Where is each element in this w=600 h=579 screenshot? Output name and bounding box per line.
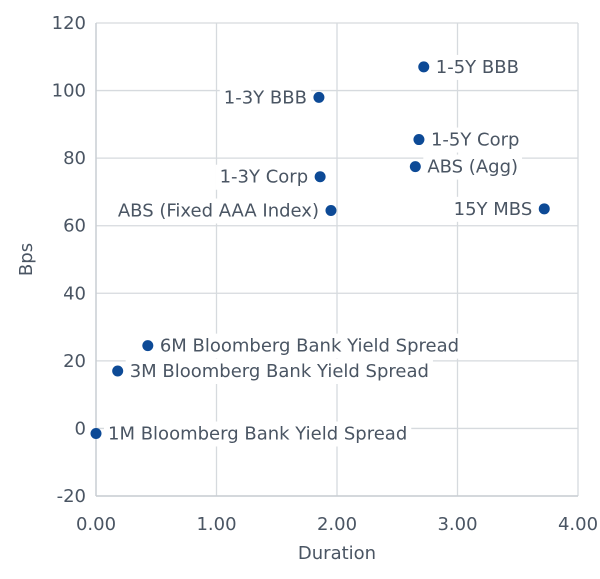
y-tick-label: -20: [57, 486, 86, 507]
y-tick-label: 20: [63, 351, 86, 372]
x-tick-label: 0.00: [76, 514, 116, 535]
x-tick-label: 4.00: [558, 514, 598, 535]
axes: [95, 23, 578, 497]
data-point: [409, 161, 421, 173]
data-point: [313, 91, 325, 103]
data-point: [112, 365, 124, 377]
x-tick-label: 3.00: [437, 514, 477, 535]
point-label-bg: [219, 85, 311, 111]
point-label: ABS (Fixed AAA Index): [118, 201, 319, 222]
y-axis-title: Bps: [16, 243, 37, 276]
point-label: 15Y MBS: [454, 199, 533, 220]
y-tick-labels: -20 0 20 40 60 80 100 120: [52, 13, 86, 507]
point-label-bg: [125, 358, 433, 384]
data-point: [538, 203, 550, 215]
point-label-bg: [431, 54, 523, 80]
y-tick-label: 120: [52, 13, 86, 34]
data-points: [90, 61, 550, 439]
x-tick-label: 1.00: [196, 514, 236, 535]
point-label: 1-3Y Corp: [220, 167, 309, 188]
data-point: [314, 171, 326, 183]
y-tick-label: 80: [63, 148, 86, 169]
point-labels: 1M Bloomberg Bank Yield Spread 3M Bloombe…: [104, 54, 537, 447]
data-point: [90, 427, 102, 439]
point-label-bg: [104, 421, 412, 447]
point-label: ABS (Agg): [427, 157, 518, 178]
point-label: 1-5Y BBB: [436, 57, 519, 78]
x-axis-title: Duration: [298, 543, 376, 564]
y-tick-label: 60: [63, 216, 86, 237]
point-label-bg: [426, 127, 524, 153]
point-label-bg: [423, 154, 523, 180]
y-tick-label: 0: [75, 418, 86, 439]
point-label-bg: [215, 164, 313, 190]
point-label: 1M Bloomberg Bank Yield Spread: [108, 423, 407, 444]
point-label-bg: [155, 333, 464, 359]
point-label: 1-3Y BBB: [224, 87, 307, 108]
data-point: [142, 340, 154, 352]
point-label: 1-5Y Corp: [431, 130, 520, 151]
point-label: 3M Bloomberg Bank Yield Spread: [130, 361, 429, 382]
point-label: 6M Bloomberg Bank Yield Spread: [160, 336, 459, 357]
y-tick-label: 100: [52, 81, 86, 102]
point-label-bg: [449, 196, 537, 222]
x-tick-label: 2.00: [317, 514, 357, 535]
data-point: [418, 61, 430, 73]
point-label-bg: [113, 198, 323, 224]
y-tick-label: 40: [63, 283, 86, 304]
x-tick-labels: 0.00 1.00 2.00 3.00 4.00: [76, 514, 598, 535]
data-point: [413, 134, 425, 146]
data-point: [325, 205, 337, 217]
